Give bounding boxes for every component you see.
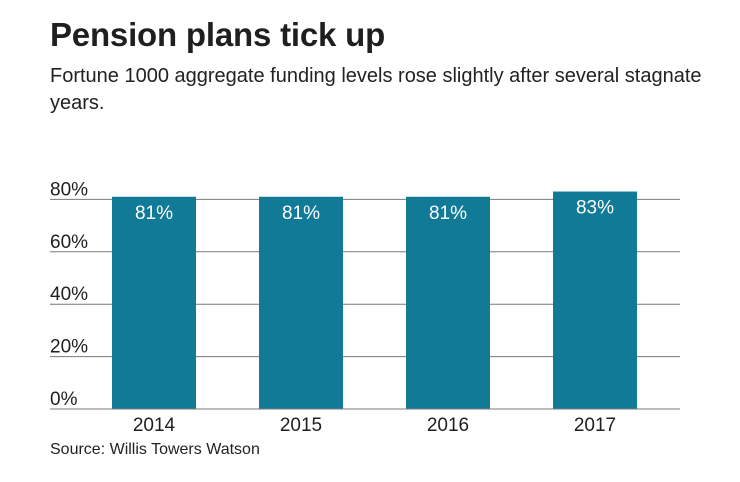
chart-subtitle: Fortune 1000 aggregate funding levels ro… — [50, 65, 702, 114]
y-tick-label: 20% — [50, 337, 88, 358]
y-tick-label: 0% — [50, 389, 78, 410]
x-tick-label: 2015 — [280, 415, 322, 436]
chart-title: Pension plans tick up — [50, 16, 386, 53]
source-note: Source: Willis Towers Watson — [50, 441, 260, 458]
bars — [112, 191, 637, 409]
bar-value-labels: 81% 81% 81% 83% — [135, 198, 614, 224]
bar-value-label: 81% — [282, 203, 320, 224]
y-axis-tick-labels: 0% 20% 40% 60% 80% — [50, 179, 88, 410]
bar-2016 — [406, 196, 490, 409]
x-tick-label: 2016 — [427, 415, 469, 436]
bar-value-label: 81% — [135, 203, 173, 224]
bar-2015 — [259, 196, 343, 409]
bar-value-label: 81% — [429, 203, 467, 224]
bar-2014 — [112, 196, 196, 409]
x-tick-label: 2014 — [133, 415, 176, 436]
bar-value-label: 83% — [576, 198, 614, 219]
x-tick-label: 2017 — [574, 415, 616, 436]
x-axis-tick-labels: 2014 2015 2016 2017 — [133, 415, 616, 436]
y-tick-label: 60% — [50, 232, 88, 253]
y-tick-label: 80% — [50, 179, 88, 200]
bar-2017 — [553, 191, 637, 409]
y-tick-label: 40% — [50, 284, 88, 305]
